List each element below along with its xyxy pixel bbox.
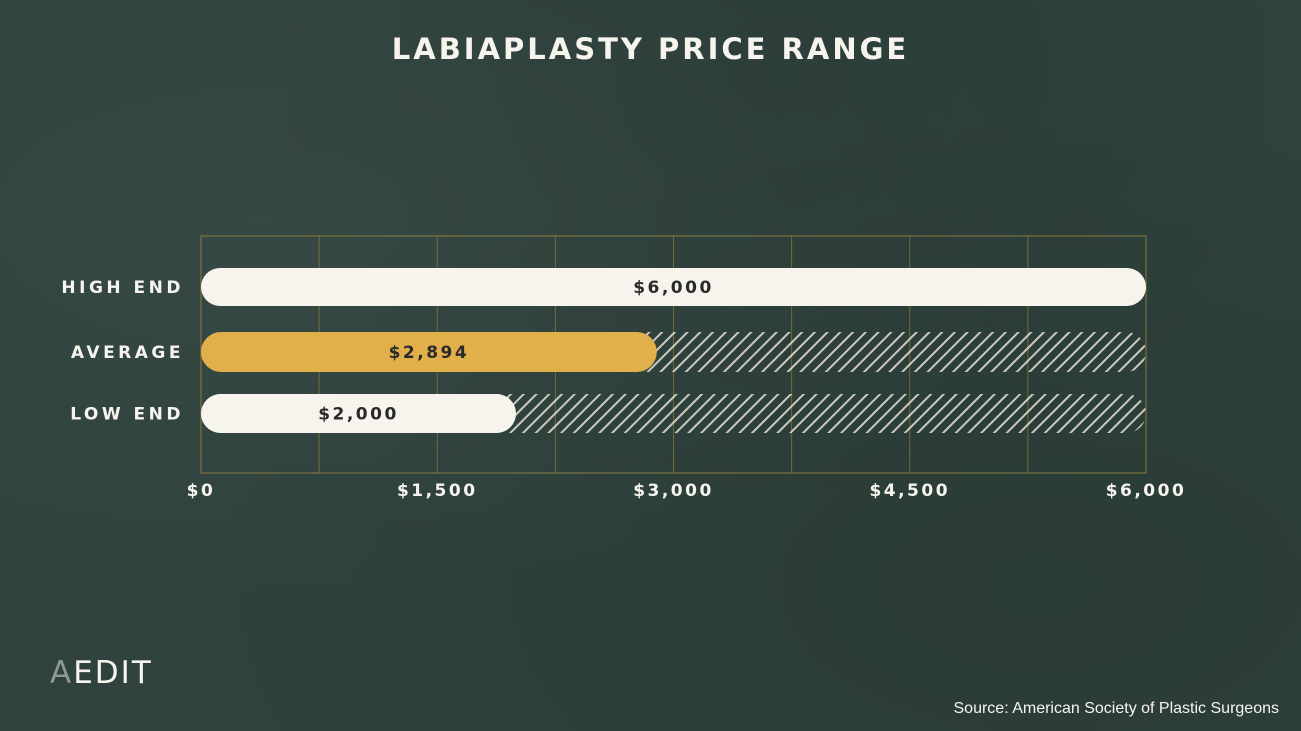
x-tick-label: $1,500 bbox=[397, 481, 478, 501]
plot-area: $0 $1,500 $3,000 $4,500 $6,000 HIGH END $6,000… bbox=[61, 235, 1187, 501]
logo-first-letter: A bbox=[50, 655, 74, 691]
category-label: HIGH END bbox=[61, 278, 184, 298]
logo-rest: EDIT bbox=[73, 655, 153, 691]
bar bbox=[201, 268, 1146, 306]
x-tick-label: $6,000 bbox=[1106, 481, 1187, 501]
x-tick-label: $0 bbox=[187, 481, 216, 501]
bar-value-label: $6,000 bbox=[633, 278, 714, 298]
source-note: Source: American Society of Plastic Surg… bbox=[953, 700, 1280, 717]
bar bbox=[201, 394, 516, 433]
bar bbox=[201, 332, 657, 372]
category-label: AVERAGE bbox=[71, 343, 184, 363]
category-label: LOW END bbox=[70, 405, 184, 425]
bar-value-label: $2,000 bbox=[318, 405, 399, 425]
aedit-logo: AEDIT bbox=[50, 655, 153, 691]
x-tick-label: $3,000 bbox=[633, 481, 714, 501]
x-tick-label: $4,500 bbox=[869, 481, 950, 501]
bar-value-label: $2,894 bbox=[389, 343, 470, 363]
chart-title: LABIAPLASTY PRICE RANGE bbox=[391, 32, 910, 66]
